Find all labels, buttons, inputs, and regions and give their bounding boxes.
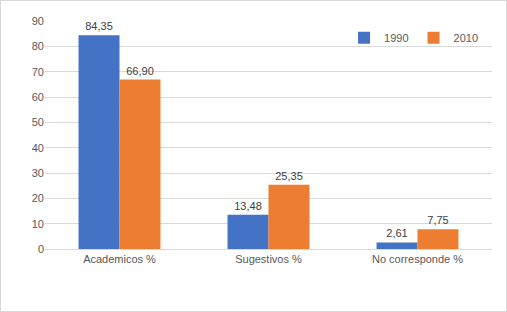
svg-text:30: 30 xyxy=(32,167,44,179)
svg-text:No corresponde %: No corresponde % xyxy=(372,253,463,265)
svg-text:40: 40 xyxy=(32,142,44,154)
svg-text:2010: 2010 xyxy=(454,32,478,44)
svg-text:10: 10 xyxy=(32,218,44,230)
svg-text:2,61: 2,61 xyxy=(386,227,407,239)
svg-text:13,48: 13,48 xyxy=(234,200,262,212)
svg-text:60: 60 xyxy=(32,91,44,103)
svg-text:70: 70 xyxy=(32,66,44,78)
svg-text:66,90: 66,90 xyxy=(126,65,154,77)
svg-text:7,75: 7,75 xyxy=(427,214,448,226)
svg-text:84,35: 84,35 xyxy=(85,20,113,32)
svg-text:Academicos %: Academicos % xyxy=(83,253,156,265)
svg-text:Sugestivos %: Sugestivos % xyxy=(235,253,302,265)
svg-text:1990: 1990 xyxy=(384,32,408,44)
svg-text:20: 20 xyxy=(32,192,44,204)
svg-text:0: 0 xyxy=(38,243,44,255)
svg-text:50: 50 xyxy=(32,116,44,128)
svg-text:80: 80 xyxy=(32,40,44,52)
svg-text:90: 90 xyxy=(32,15,44,27)
svg-text:25,35: 25,35 xyxy=(275,170,303,182)
